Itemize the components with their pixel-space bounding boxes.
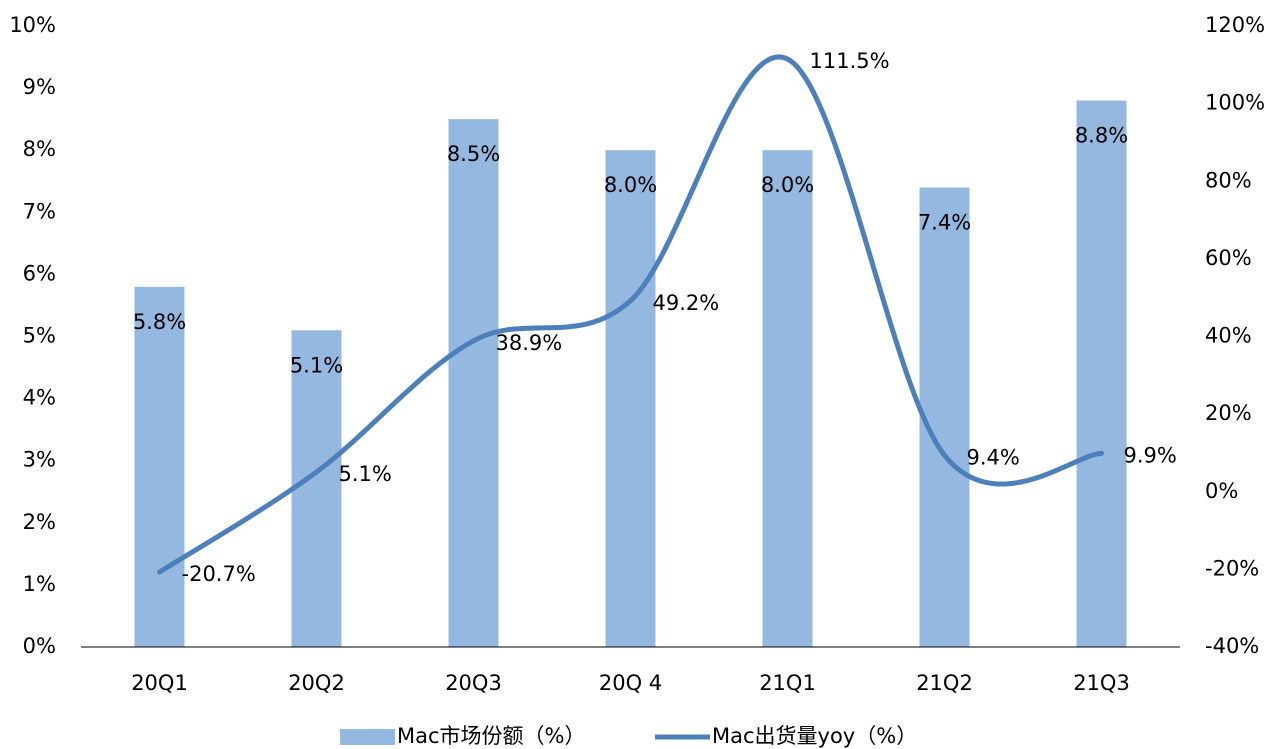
data-label: -20.7% — [182, 562, 256, 586]
y2-tick-label: 40% — [1205, 324, 1252, 348]
y-tick-label: 10% — [9, 13, 56, 37]
line — [157, 54, 1104, 575]
x-tick-label: 20Q 4 — [599, 671, 662, 695]
data-label: 49.2% — [653, 291, 720, 315]
y2-tick-label: 120% — [1205, 13, 1265, 37]
x-tick-label: 20Q3 — [445, 671, 502, 695]
bar — [762, 150, 813, 647]
data-label: 111.5% — [810, 49, 890, 73]
y2-tick-label: -20% — [1205, 556, 1259, 580]
y-tick-label: 5% — [23, 324, 56, 348]
y2-tick-label: 100% — [1205, 91, 1265, 115]
x-tick-label: 21Q2 — [916, 671, 973, 695]
y2-tick-label: 0% — [1205, 479, 1238, 503]
data-label: 8.0% — [761, 173, 814, 197]
y-tick-label: 3% — [23, 448, 56, 472]
x-tick-label: 20Q2 — [288, 671, 345, 695]
data-label: 5.8% — [133, 310, 186, 334]
data-label: 7.4% — [918, 210, 971, 234]
bar — [134, 286, 185, 647]
legend-label: Mac出货量yoy（%） — [712, 724, 917, 748]
y-tick-label: 4% — [23, 386, 56, 410]
y-tick-label: 1% — [23, 572, 56, 596]
data-label: 9.4% — [967, 445, 1020, 469]
data-label: 38.9% — [496, 331, 563, 355]
y-tick-label: 2% — [23, 510, 56, 534]
y-tick-label: 7% — [23, 199, 56, 223]
legend-swatch — [340, 729, 395, 745]
data-label: 5.1% — [339, 462, 392, 486]
data-label: 8.5% — [447, 142, 500, 166]
bar — [919, 187, 970, 647]
data-label: 8.8% — [1075, 124, 1128, 148]
bar — [448, 119, 499, 647]
x-tick-label: 21Q3 — [1073, 671, 1130, 695]
y-tick-label: 0% — [23, 634, 56, 658]
x-tick-label: 20Q1 — [131, 671, 188, 695]
bar — [291, 330, 342, 647]
x-tick-label: 21Q1 — [759, 671, 816, 695]
data-label: 5.1% — [290, 353, 343, 377]
y2-tick-label: 60% — [1205, 246, 1252, 270]
bar — [605, 150, 656, 647]
y-tick-label: 9% — [23, 75, 56, 99]
bar — [1076, 100, 1127, 647]
y-tick-label: 6% — [23, 261, 56, 285]
data-label: 8.0% — [604, 173, 657, 197]
legend-label: Mac市场份额（%） — [397, 724, 586, 748]
y2-tick-label: -40% — [1205, 634, 1259, 658]
y2-tick-label: 80% — [1205, 168, 1252, 192]
y-tick-label: 8% — [23, 137, 56, 161]
y2-tick-label: 20% — [1205, 401, 1252, 425]
data-label: 9.9% — [1124, 443, 1177, 467]
